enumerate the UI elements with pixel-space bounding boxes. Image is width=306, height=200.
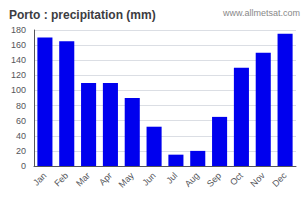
svg-text:May: May <box>117 170 136 189</box>
svg-text:0: 0 <box>21 161 26 171</box>
svg-text:180: 180 <box>11 25 26 35</box>
svg-text:60: 60 <box>16 116 26 126</box>
svg-text:Sep: Sep <box>205 170 223 188</box>
svg-text:Dec: Dec <box>270 170 289 189</box>
svg-text:40: 40 <box>16 131 26 141</box>
svg-text:www.allmetsat.com: www.allmetsat.com <box>222 8 300 18</box>
svg-text:Jan: Jan <box>31 170 48 187</box>
svg-text:Jun: Jun <box>140 170 157 187</box>
svg-text:20: 20 <box>16 146 26 156</box>
svg-text:Apr: Apr <box>97 170 114 187</box>
svg-text:Porto : precipitation (mm): Porto : precipitation (mm) <box>9 8 156 22</box>
svg-text:Jul: Jul <box>164 170 179 185</box>
svg-text:Mar: Mar <box>74 170 92 188</box>
svg-text:Feb: Feb <box>52 170 70 188</box>
svg-text:140: 140 <box>11 55 26 65</box>
svg-text:Nov: Nov <box>248 170 267 189</box>
svg-text:120: 120 <box>11 70 26 80</box>
svg-text:100: 100 <box>11 85 26 95</box>
svg-text:80: 80 <box>16 101 26 111</box>
svg-text:Oct: Oct <box>228 170 245 187</box>
svg-text:160: 160 <box>11 40 26 50</box>
svg-text:Aug: Aug <box>183 170 201 188</box>
